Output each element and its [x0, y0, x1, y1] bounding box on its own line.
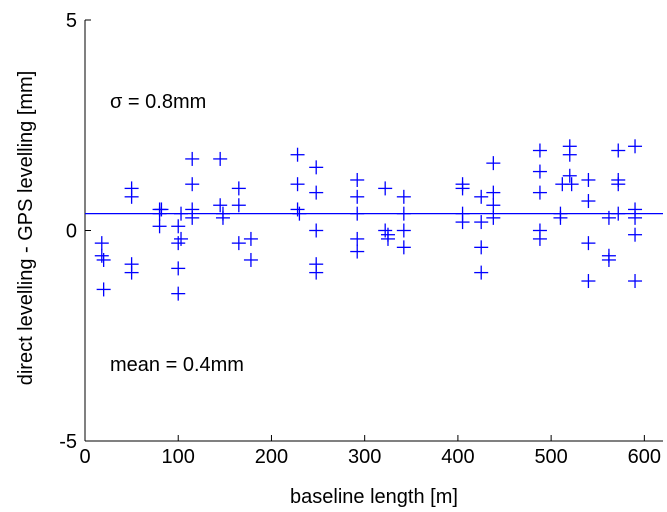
- data-point: [290, 177, 305, 192]
- data-point: [152, 206, 167, 221]
- data-point: [628, 139, 643, 154]
- data-point: [185, 151, 200, 166]
- y-tick-label: 0: [66, 221, 77, 243]
- data-point: [396, 206, 411, 221]
- data-point: [185, 210, 200, 225]
- data-point: [290, 202, 305, 217]
- data-point: [309, 223, 324, 238]
- data-point: [628, 210, 643, 225]
- data-point: [174, 231, 189, 246]
- data-point: [601, 210, 616, 225]
- data-point: [553, 210, 568, 225]
- x-tick-label: 0: [79, 446, 90, 468]
- x-tick-label: 100: [162, 446, 195, 468]
- data-point: [215, 210, 230, 225]
- data-point: [455, 215, 470, 230]
- data-point: [564, 177, 579, 192]
- data-point: [601, 252, 616, 267]
- plot-area: [84, 20, 663, 442]
- y-axis-label: direct levelling - GPS levelling [mm]: [15, 71, 37, 386]
- data-point: [396, 223, 411, 238]
- data-point: [474, 215, 489, 230]
- data-point: [292, 206, 307, 221]
- data-point: [231, 181, 246, 196]
- data-point: [96, 252, 111, 267]
- data-point: [309, 265, 324, 280]
- data-point: [474, 189, 489, 204]
- data-point: [628, 227, 643, 242]
- data-point: [486, 210, 501, 225]
- mean-annotation: mean = 0.4mm: [110, 354, 244, 376]
- data-point: [628, 274, 643, 289]
- data-point: [378, 181, 393, 196]
- data-point: [96, 282, 111, 297]
- data-point: [350, 172, 365, 187]
- data-point: [396, 240, 411, 255]
- data-point: [380, 231, 395, 246]
- annotations: σ = 0.8mm mean = 0.4mm: [110, 91, 244, 376]
- data-point: [486, 198, 501, 213]
- data-point: [124, 265, 139, 280]
- data-point: [474, 240, 489, 255]
- data-point: [290, 147, 305, 162]
- data-point: [309, 160, 324, 175]
- data-point: [474, 265, 489, 280]
- data-point: [486, 185, 501, 200]
- data-point: [532, 143, 547, 158]
- data-point: [171, 261, 186, 276]
- data-point: [185, 177, 200, 192]
- data-point: [152, 219, 167, 234]
- y-tick-label: 5: [66, 10, 77, 32]
- data-point: [532, 164, 547, 179]
- data-point: [581, 172, 596, 187]
- data-point: [532, 231, 547, 246]
- data-point: [562, 168, 577, 183]
- data-point: [309, 185, 324, 200]
- data-point: [94, 248, 109, 263]
- data-point: [350, 189, 365, 204]
- x-tick-label: 200: [255, 446, 288, 468]
- data-point: [581, 274, 596, 289]
- data-point: [171, 219, 186, 234]
- data-point: [611, 143, 626, 158]
- data-point: [94, 236, 109, 251]
- data-point: [611, 177, 626, 192]
- data-point: [171, 286, 186, 301]
- data-point: [396, 189, 411, 204]
- data-point: [455, 181, 470, 196]
- data-point: [174, 206, 189, 221]
- x-tick-label: 300: [348, 446, 381, 468]
- x-tick-label: 400: [441, 446, 474, 468]
- data-point: [243, 231, 258, 246]
- data-point: [581, 194, 596, 209]
- data-point: [231, 236, 246, 251]
- data-point: [350, 206, 365, 221]
- data-point: [213, 198, 228, 213]
- x-axis-label: baseline length [m]: [290, 486, 458, 508]
- data-point: [378, 223, 393, 238]
- data-point: [611, 206, 626, 221]
- data-point: [532, 185, 547, 200]
- data-markers: [94, 139, 643, 301]
- data-point: [124, 189, 139, 204]
- data-point: [581, 236, 596, 251]
- x-tick-label: 500: [534, 446, 567, 468]
- data-point: [154, 202, 169, 217]
- data-point: [562, 147, 577, 162]
- axis-ticks: 0 100 200 300 400 500 600-505: [59, 10, 661, 468]
- y-tick-label: -5: [59, 431, 77, 453]
- data-point: [350, 231, 365, 246]
- data-point: [486, 156, 501, 171]
- data-point: [243, 252, 258, 267]
- x-tick-label: 600: [628, 446, 661, 468]
- sigma-annotation: σ = 0.8mm: [110, 91, 206, 113]
- data-point: [171, 236, 186, 251]
- data-point: [213, 151, 228, 166]
- data-point: [350, 244, 365, 259]
- data-point: [231, 198, 246, 213]
